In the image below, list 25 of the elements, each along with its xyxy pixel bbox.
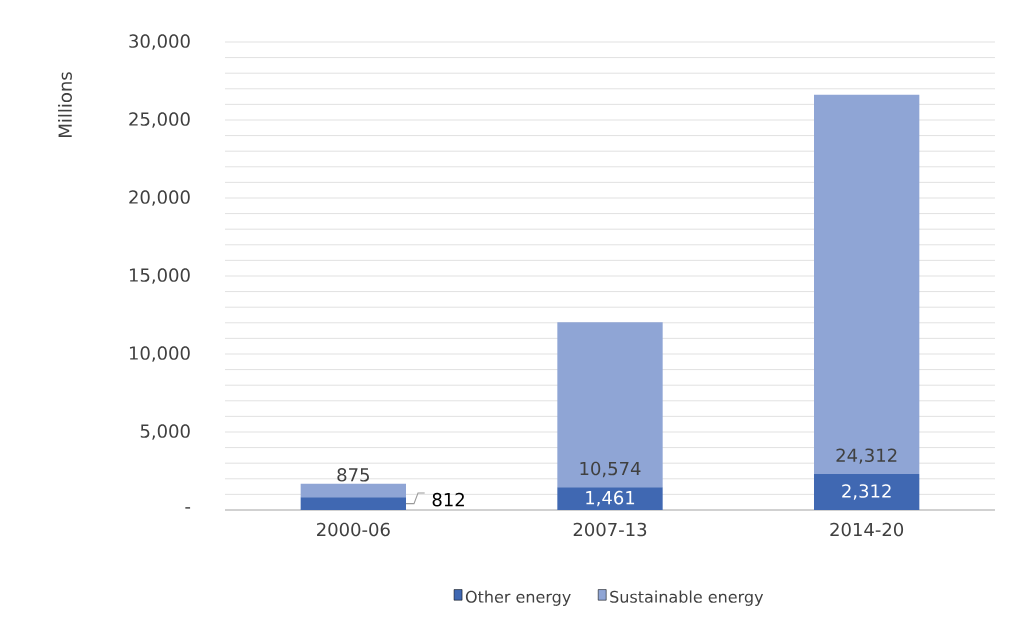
y-tick-label: 25,000 (129, 112, 190, 128)
data-label: 10,574 (580, 461, 641, 478)
data-label: 875 (337, 468, 369, 482)
x-tick-label: 2007-13 (573, 522, 647, 537)
bar (300, 497, 406, 510)
data-label: 1,461 (586, 490, 635, 507)
legend-label: Sustainable energy (610, 590, 764, 606)
data-label: 812 (432, 492, 464, 507)
data-label: 24,312 (836, 448, 897, 464)
y-axis-title: Millions (58, 72, 72, 137)
y-tick-label: 20,000 (129, 190, 190, 206)
bar (557, 487, 663, 510)
y-tick-label: 5,000 (140, 424, 190, 440)
y-tick-label: 10,000 (129, 346, 190, 362)
bar (300, 483, 406, 498)
bar (814, 94, 920, 474)
y-tick-label: - (185, 507, 191, 509)
y-tick-label: 30,000 (129, 34, 190, 50)
x-tick-label: 2014-20 (830, 522, 904, 537)
bar (814, 473, 920, 510)
bar (557, 322, 663, 488)
legend-label: Other energy (465, 590, 571, 606)
data-label: 2,312 (842, 484, 891, 500)
y-tick-label: 15,000 (129, 268, 190, 284)
x-tick-label: 2000-06 (317, 522, 390, 537)
